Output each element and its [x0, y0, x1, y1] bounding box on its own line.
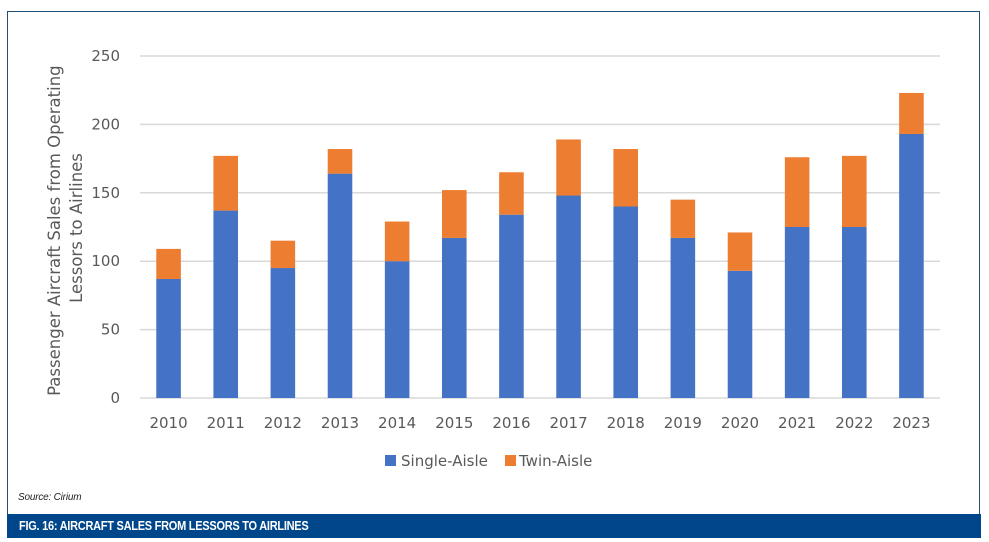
- bar-single-aisle-2022: [842, 227, 867, 398]
- bar-single-aisle-2018: [613, 206, 638, 398]
- y-tick-label: 100: [91, 252, 120, 270]
- bar-single-aisle-2012: [270, 268, 296, 398]
- x-tick-label: 2020: [721, 414, 759, 432]
- bar-twin-aisle-2010: [156, 248, 181, 279]
- y-tick-label: 250: [91, 47, 120, 65]
- y-tick-label: 150: [91, 184, 120, 202]
- bar-single-aisle-2010: [156, 278, 181, 398]
- x-tick-label: 2013: [321, 414, 359, 432]
- y-tick-label: 200: [91, 115, 120, 133]
- y-axis-title-line-1: Passenger Aircraft Sales from Operating: [45, 65, 64, 396]
- bar-single-aisle-2019: [670, 237, 696, 398]
- gridlines: [140, 55, 940, 399]
- x-tick-label: 2015: [435, 414, 473, 432]
- bar-twin-aisle-2020: [727, 232, 753, 271]
- bar-single-aisle-2020: [727, 270, 753, 398]
- legend-swatch-single-aisle: [385, 455, 396, 466]
- bar-twin-aisle-2012: [270, 240, 296, 269]
- bar-twin-aisle-2019: [670, 199, 696, 238]
- figure-caption: FIG. 16: AIRCRAFT SALES FROM LESSORS TO …: [19, 519, 309, 533]
- x-tick-label: 2010: [149, 414, 187, 432]
- legend: Single-Aisle Twin-Aisle: [385, 452, 592, 470]
- bar-twin-aisle-2018: [613, 149, 638, 207]
- x-tick-label: 2011: [207, 414, 245, 432]
- y-axis-title: Passenger Aircraft Sales from Operating …: [45, 60, 86, 396]
- bar-single-aisle-2011: [213, 210, 238, 398]
- x-tick-label: 2012: [264, 414, 302, 432]
- legend-swatch-twin-aisle: [505, 455, 516, 466]
- x-tick-label: 2016: [492, 414, 530, 432]
- bar-single-aisle-2014: [384, 261, 410, 398]
- x-tick-label: 2022: [835, 414, 873, 432]
- legend-label-twin-aisle: Twin-Aisle: [518, 452, 592, 470]
- figure-caption-bar: FIG. 16: AIRCRAFT SALES FROM LESSORS TO …: [7, 514, 981, 538]
- x-tick-label: 2017: [549, 414, 587, 432]
- x-tick-label: 2014: [378, 414, 416, 432]
- y-tick-label: 0: [110, 389, 120, 407]
- y-axis-title-line-2: Lessors to Airlines: [67, 153, 86, 303]
- x-tick-label: 2019: [664, 414, 702, 432]
- bar-twin-aisle-2022: [842, 155, 867, 227]
- bar-twin-aisle-2017: [556, 139, 581, 196]
- bar-twin-aisle-2014: [384, 221, 410, 262]
- bar-twin-aisle-2016: [499, 172, 524, 215]
- x-tick-label: 2018: [607, 414, 645, 432]
- bar-single-aisle-2017: [556, 195, 581, 398]
- bar-single-aisle-2021: [784, 227, 810, 398]
- legend-label-single-aisle: Single-Aisle: [401, 452, 488, 470]
- y-axis-ticks: 0 50 100 150 200 250: [91, 47, 120, 407]
- bar-single-aisle-2023: [899, 133, 924, 398]
- bar-twin-aisle-2023: [899, 92, 924, 134]
- bar-twin-aisle-2015: [442, 190, 467, 238]
- bar-single-aisle-2016: [499, 214, 524, 398]
- x-tick-label: 2023: [892, 414, 930, 432]
- x-axis-ticks: 2010 2011 2012 2013 2014 2015 2016 2017 2018 2019…: [149, 414, 930, 432]
- bar-single-aisle-2015: [442, 237, 467, 398]
- x-tick-label: 2021: [778, 414, 816, 432]
- bar-single-aisle-2013: [327, 173, 353, 398]
- bar-twin-aisle-2021: [784, 157, 810, 227]
- bars: [156, 92, 924, 398]
- bar-twin-aisle-2013: [327, 149, 353, 174]
- bar-twin-aisle-2011: [213, 155, 238, 211]
- y-tick-label: 50: [101, 321, 120, 339]
- source-note: Source: Cirium: [18, 492, 82, 503]
